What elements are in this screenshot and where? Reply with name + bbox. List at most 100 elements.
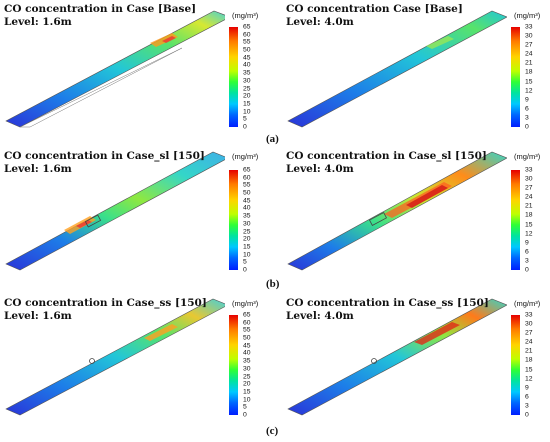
contour-plot <box>5 298 225 416</box>
colorbar-tick-label: 9 <box>525 239 529 247</box>
colorbar <box>229 315 238 415</box>
colorbar-tick-label: 12 <box>525 230 533 238</box>
colorbar-unit: (mg/m³) <box>514 299 541 308</box>
colorbar-tick-label: 35 <box>243 69 251 77</box>
colorbar-tick-label: 30 <box>243 220 251 228</box>
colorbar-tick-label: 25 <box>243 228 251 236</box>
colorbar-tick-label: 15 <box>525 78 533 86</box>
colorbar-tick-label: 60 <box>243 31 251 39</box>
panel-title-text: CO concentration in Case [Base] <box>4 3 197 15</box>
panel-a-left: CO concentration in Case [Base] Level: 1… <box>0 3 270 131</box>
panel-title-text: CO concentration in Case_ss [150] <box>4 297 207 309</box>
panel-a-right: CO concentration Case [Base] Level: 4.0m… <box>282 3 550 131</box>
colorbar-tick-label: 10 <box>243 108 251 116</box>
panel-b-right: CO concentration in Case_sl [150] Level:… <box>282 150 550 278</box>
colorbar-tick-label: 35 <box>243 357 251 365</box>
colorbar-unit: (mg/m³) <box>232 299 259 308</box>
colorbar-tick-label: 65 <box>243 166 251 174</box>
colorbar-ticks: 65 60 55 50 45 40 35 30 25 20 15 10 5 0 <box>243 166 261 274</box>
colorbar-unit: (mg/m³) <box>232 152 259 161</box>
colorbar-tick-label: 18 <box>525 211 533 219</box>
colorbar-tick-label: 0 <box>243 123 247 131</box>
colorbar <box>511 170 520 270</box>
panel-c-right: CO concentration in Case_ss [150] Level:… <box>282 297 550 425</box>
colorbar-tick-label: 27 <box>525 329 533 337</box>
colorbar-tick-label: 24 <box>525 193 533 201</box>
colorbar-tick-label: 15 <box>243 243 251 251</box>
colorbar-tick-label: 0 <box>243 266 247 274</box>
colorbar-tick-label: 9 <box>525 96 529 104</box>
panel-title: CO concentration in Case_ss [150] Level:… <box>286 297 489 323</box>
colorbar-tick-label: 33 <box>525 23 533 31</box>
colorbar <box>511 27 520 127</box>
colorbar-tick-label: 27 <box>525 41 533 49</box>
colorbar-tick-label: 6 <box>525 105 529 113</box>
colorbar-tick-label: 3 <box>525 114 529 122</box>
colorbar-tick-label: 21 <box>525 202 533 210</box>
contour-plot <box>5 10 225 128</box>
colorbar-tick-label: 45 <box>243 197 251 205</box>
caption-b: (b) <box>266 278 280 290</box>
panel-level: Level: 4.0m <box>286 16 354 28</box>
colorbar-tick-label: 40 <box>243 349 251 357</box>
panel-title: CO concentration in Case [Base] Level: 1… <box>4 3 196 29</box>
colorbar-tick-label: 15 <box>525 221 533 229</box>
colorbar-tick-label: 21 <box>525 59 533 67</box>
panel-title-text: CO concentration in Case_ss [150] <box>286 297 489 309</box>
colorbar-tick-label: 12 <box>525 375 533 383</box>
panel-title-text: CO concentration in Case_sl [150] <box>286 150 487 162</box>
colorbar-tick-label: 6 <box>525 393 529 401</box>
colorbar-tick-label: 0 <box>525 411 529 419</box>
caption-a: (a) <box>266 133 279 145</box>
colorbar-tick-label: 33 <box>525 166 533 174</box>
colorbar-tick-label: 15 <box>525 366 533 374</box>
panel-title-text: CO concentration Case [Base] <box>286 3 463 15</box>
colorbar-tick-label: 50 <box>243 189 251 197</box>
colorbar-tick-label: 24 <box>525 50 533 58</box>
colorbar-tick-label: 6 <box>525 248 529 256</box>
colorbar-tick-label: 45 <box>243 54 251 62</box>
colorbar-ticks: 65 60 55 50 45 40 35 30 25 20 15 10 5 0 <box>243 312 261 419</box>
colorbar-tick-label: 55 <box>243 181 251 189</box>
colorbar-tick-label: 30 <box>525 320 533 328</box>
colorbar-tick-label: 33 <box>525 311 533 319</box>
colorbar-tick-label: 0 <box>525 123 529 131</box>
colorbar-tick-label: 40 <box>243 61 251 69</box>
colorbar-tick-label: 60 <box>243 319 251 327</box>
colorbar-tick-label: 40 <box>243 204 251 212</box>
colorbar-tick-label: 50 <box>243 334 251 342</box>
colorbar-tick-label: 18 <box>525 68 533 76</box>
panel-c-left: CO concentration in Case_ss [150] Level:… <box>0 297 270 425</box>
colorbar-ticks: 33 30 27 24 21 18 15 12 9 6 3 0 <box>525 311 543 419</box>
colorbar-tick-label: 35 <box>243 212 251 220</box>
colorbar-tick-label: 0 <box>243 411 247 419</box>
colorbar-tick-label: 3 <box>525 257 529 265</box>
contour-plot <box>287 10 507 128</box>
colorbar-tick-label: 65 <box>243 23 251 31</box>
colorbar-tick-label: 12 <box>525 87 533 95</box>
colorbar-tick-label: 21 <box>525 347 533 355</box>
colorbar-tick-label: 5 <box>243 403 247 411</box>
panel-level: Level: 4.0m <box>286 163 354 175</box>
contour-plot <box>287 151 507 271</box>
panel-title-text: CO concentration in Case_sl [150] <box>4 150 205 162</box>
contour-plot <box>5 151 225 271</box>
colorbar-tick-label: 0 <box>525 266 529 274</box>
colorbar-tick-label: 10 <box>243 396 251 404</box>
colorbar-tick-label: 9 <box>525 384 529 392</box>
colorbar-tick-label: 20 <box>243 380 251 388</box>
panel-title: CO concentration in Case_ss [150] Level:… <box>4 297 207 323</box>
colorbar-tick-label: 30 <box>525 175 533 183</box>
panel-title: CO concentration in Case_sl [150] Level:… <box>4 150 205 176</box>
colorbar <box>229 170 238 270</box>
contour-plot <box>287 298 507 416</box>
colorbar-tick-label: 27 <box>525 184 533 192</box>
colorbar-tick-label: 20 <box>243 92 251 100</box>
colorbar-tick-label: 20 <box>243 235 251 243</box>
colorbar-tick-label: 55 <box>243 38 251 46</box>
colorbar-tick-label: 15 <box>243 100 251 108</box>
colorbar-unit: (mg/m³) <box>514 11 541 20</box>
colorbar-tick-label: 18 <box>525 356 533 364</box>
colorbar-unit: (mg/m³) <box>232 11 259 20</box>
colorbar-unit: (mg/m³) <box>514 152 541 161</box>
